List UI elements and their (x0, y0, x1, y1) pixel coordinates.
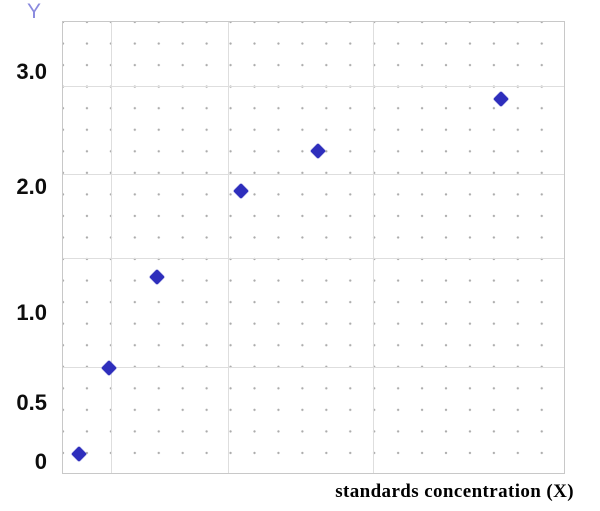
data-point-diamond (70, 445, 87, 462)
y-tick-label: 2.0 (16, 173, 47, 199)
data-point-diamond (148, 269, 165, 285)
major-gridline-vertical (372, 22, 374, 473)
y-tick-label: 0.5 (16, 389, 47, 415)
y-tick-label: 0 (34, 449, 47, 475)
plot-area (62, 21, 565, 474)
y-tick-label: 3.0 (16, 59, 47, 85)
major-gridline-horizontal (63, 257, 564, 259)
data-point-diamond (310, 142, 326, 159)
major-gridline-horizontal (63, 173, 564, 175)
y-axis-tick-labels: 3.0 2.0 1.0 0.5 0 (0, 21, 47, 474)
major-gridline-vertical (228, 22, 230, 473)
data-point-diamond (100, 360, 117, 377)
y-tick-label: 1.0 (16, 300, 47, 326)
data-point-diamond (233, 183, 250, 199)
data-point-diamond (493, 90, 510, 107)
major-gridline-horizontal (63, 85, 564, 87)
y-axis-title: Y (27, 0, 42, 23)
x-axis-label: standards concentration (X) (335, 481, 574, 502)
major-gridline-horizontal (63, 366, 564, 368)
major-gridline-vertical (110, 22, 112, 473)
